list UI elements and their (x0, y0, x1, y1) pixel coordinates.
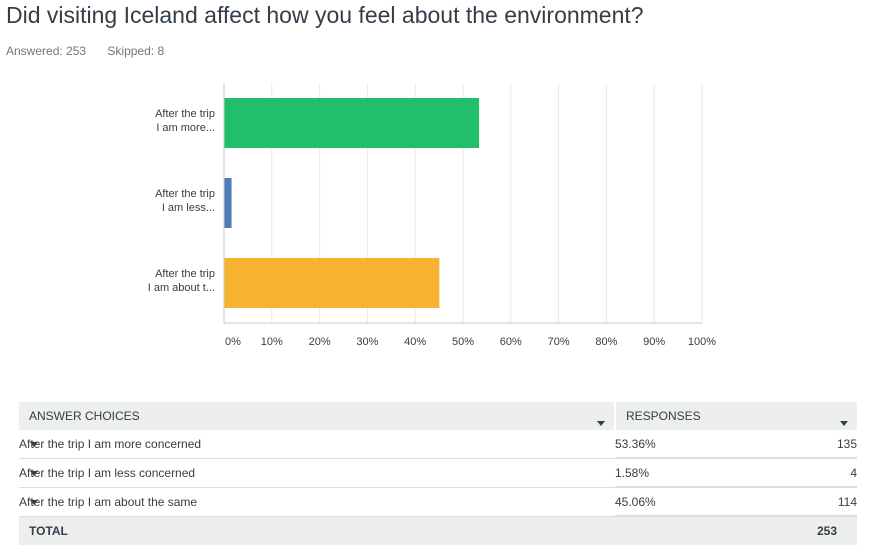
x-tick-label: 10% (261, 336, 283, 348)
x-tick-label: 60% (500, 336, 522, 348)
answer-choice-cell[interactable]: After the trip I am more concerned (19, 430, 615, 459)
responses-cell: 45.06% 114 (615, 488, 857, 517)
category-label: After the trip I am more... (155, 108, 215, 134)
x-tick-label: 100% (688, 336, 716, 348)
answer-choices-header[interactable]: ANSWER CHOICES (19, 402, 616, 430)
response-count: 114 (837, 494, 857, 509)
category-label: After the trip I am about t... (148, 268, 215, 294)
total-label: TOTAL (19, 516, 615, 545)
response-stats: Answered: 253 Skipped: 8 (6, 44, 182, 58)
chevron-down-icon[interactable] (597, 421, 605, 426)
response-count: 135 (836, 436, 857, 451)
answer-choice-label: After the trip I am about the same (19, 495, 198, 509)
answer-choice-cell[interactable]: After the trip I am about the same (19, 488, 615, 517)
caret-down-icon[interactable] (30, 471, 38, 476)
answer-choice-label: After the trip I am less concerned (19, 466, 196, 480)
skipped-count: Skipped: 8 (107, 44, 165, 58)
response-percent: 53.36% (615, 436, 656, 451)
x-tick-label: 90% (643, 336, 665, 348)
table-header-row: ANSWER CHOICES RESPONSES (19, 402, 857, 430)
caret-down-icon[interactable] (30, 442, 38, 447)
response-percent: 1.58% (615, 465, 650, 480)
responses-header[interactable]: RESPONSES (615, 402, 857, 430)
total-value: 253 (615, 516, 857, 545)
responses-cell: 1.58% 4 (615, 459, 857, 488)
bar-chart: After the trip I am more... After the trip… (148, 83, 716, 348)
x-tick-label: 50% (452, 336, 474, 348)
table-row: After the trip I am about the same 45.06… (19, 488, 857, 517)
results-table: ANSWER CHOICES RESPONSES After the trip … (19, 402, 857, 545)
bar[interactable] (224, 178, 232, 228)
answered-count: Answered: 253 (6, 44, 87, 58)
x-tick-label: 70% (548, 336, 570, 348)
responses-cell: 53.36% 135 (615, 430, 857, 459)
caret-down-icon[interactable] (30, 500, 38, 505)
x-tick-label: 30% (356, 336, 378, 348)
answer-choices-header-label: ANSWER CHOICES (29, 409, 140, 423)
chevron-down-icon[interactable] (840, 421, 848, 426)
response-percent: 45.06% (615, 494, 656, 509)
bar[interactable] (224, 98, 480, 148)
table-row: After the trip I am more concerned 53.36… (19, 430, 857, 459)
x-tick-label: 20% (309, 336, 331, 348)
x-tick-label: 80% (595, 336, 617, 348)
total-row: TOTAL 253 (19, 516, 857, 545)
question-title: Did visiting Iceland affect how you feel… (6, 2, 644, 28)
x-tick-label: 0% (225, 336, 241, 348)
table-row: After the trip I am less concerned 1.58%… (19, 459, 857, 488)
responses-header-label: RESPONSES (626, 409, 701, 423)
answer-choice-label: After the trip I am more concerned (19, 437, 202, 451)
answer-choice-cell[interactable]: After the trip I am less concerned (19, 459, 615, 488)
x-tick-label: 40% (404, 336, 426, 348)
bar[interactable] (224, 258, 440, 308)
category-label: After the trip I am less... (155, 188, 215, 214)
response-count: 4 (850, 465, 857, 480)
